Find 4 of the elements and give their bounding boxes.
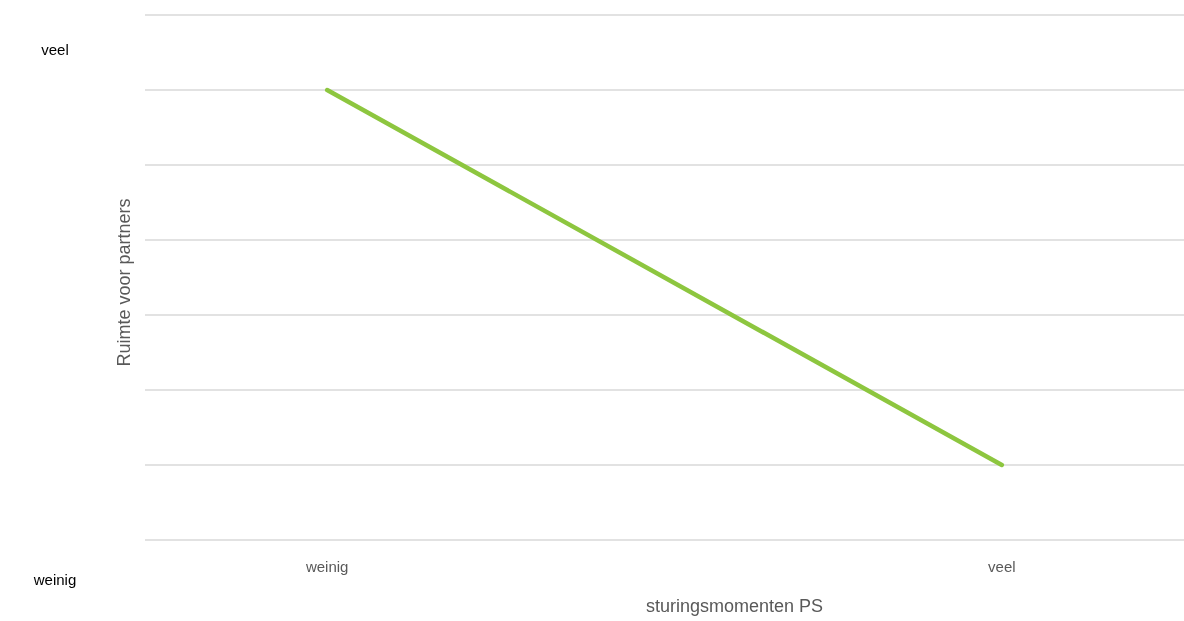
y-axis-title: Ruimte voor partners [114, 198, 134, 367]
text: weinig [32, 571, 77, 588]
x-axis-title: sturingsmomenten PS [645, 596, 824, 616]
text: veel [41, 41, 69, 58]
